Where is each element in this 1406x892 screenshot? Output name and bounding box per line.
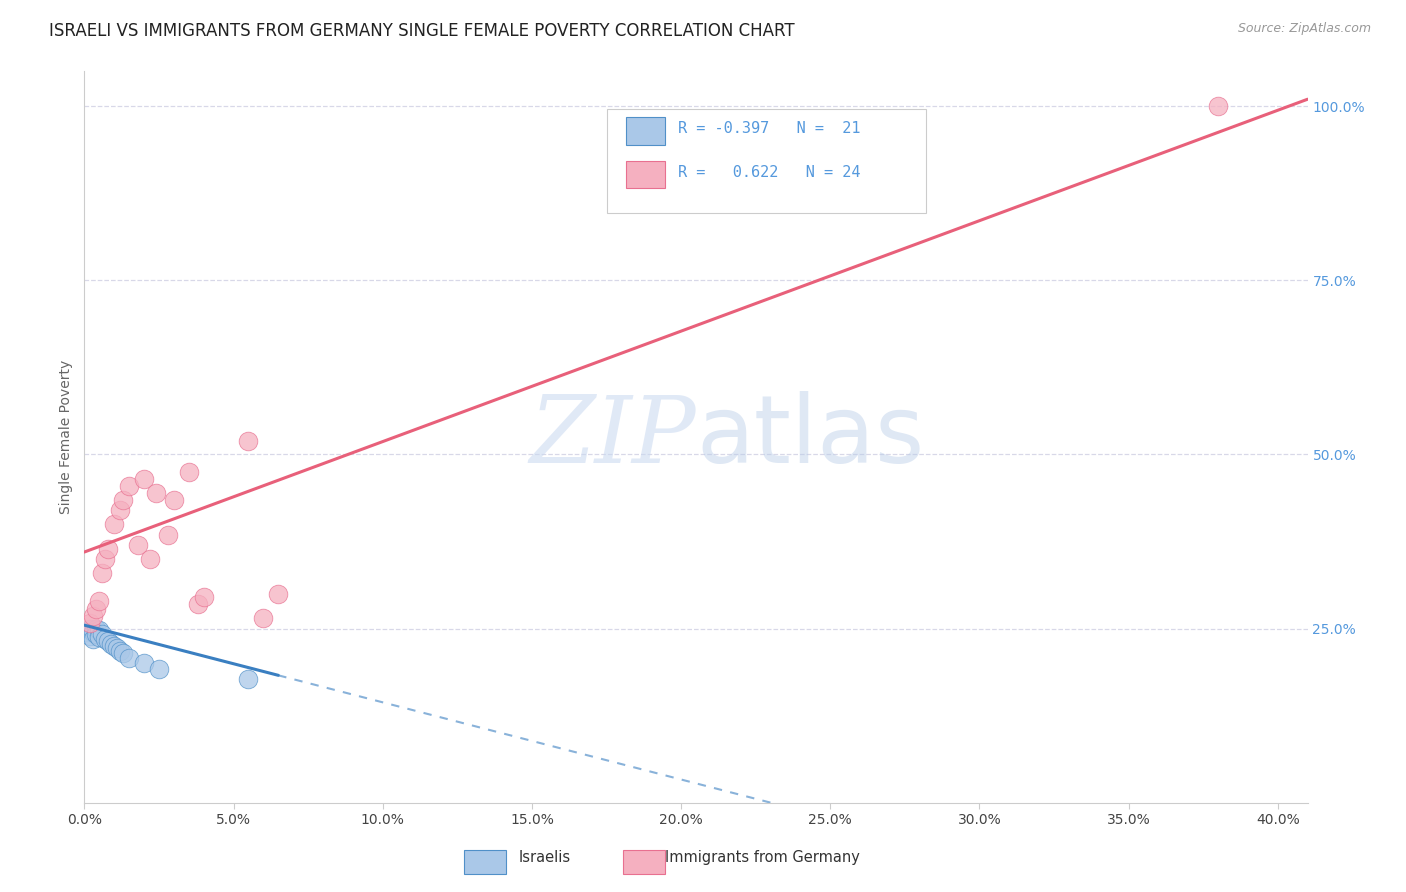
- Point: [94, 632, 117, 646]
- Point: [84, 602, 107, 616]
- Point: [132, 472, 155, 486]
- Point: [97, 541, 120, 556]
- Point: [112, 492, 135, 507]
- Point: [79, 616, 101, 631]
- Point: [79, 622, 101, 636]
- Point: [145, 485, 167, 500]
- Point: [238, 434, 260, 448]
- Y-axis label: Single Female Poverty: Single Female Poverty: [59, 360, 73, 514]
- Point: [100, 637, 122, 651]
- Text: Immigrants from Germany: Immigrants from Germany: [665, 850, 860, 865]
- Text: Israelis: Israelis: [519, 850, 571, 865]
- Point: [91, 627, 114, 641]
- Point: [105, 641, 128, 656]
- Point: [108, 644, 131, 658]
- Text: ISRAELI VS IMMIGRANTS FROM GERMANY SINGLE FEMALE POVERTY CORRELATION CHART: ISRAELI VS IMMIGRANTS FROM GERMANY SINGL…: [49, 22, 794, 40]
- Point: [94, 552, 117, 566]
- FancyBboxPatch shape: [626, 117, 665, 145]
- Point: [76, 625, 98, 640]
- Point: [252, 611, 274, 625]
- Point: [89, 623, 111, 637]
- Text: R = -0.397   N =  21: R = -0.397 N = 21: [678, 121, 860, 136]
- Point: [82, 625, 104, 640]
- Text: Source: ZipAtlas.com: Source: ZipAtlas.com: [1237, 22, 1371, 36]
- Text: atlas: atlas: [696, 391, 924, 483]
- Point: [187, 597, 209, 611]
- Point: [1206, 99, 1229, 113]
- Point: [177, 465, 200, 479]
- Point: [91, 566, 114, 580]
- FancyBboxPatch shape: [623, 850, 665, 874]
- Point: [139, 552, 162, 566]
- Point: [267, 587, 290, 601]
- Point: [148, 662, 170, 676]
- FancyBboxPatch shape: [606, 110, 927, 212]
- Point: [103, 517, 125, 532]
- Point: [108, 503, 131, 517]
- Point: [82, 632, 104, 646]
- Point: [156, 527, 179, 541]
- Point: [163, 492, 186, 507]
- FancyBboxPatch shape: [626, 161, 665, 188]
- Text: ZIP: ZIP: [529, 392, 696, 482]
- Point: [84, 622, 107, 636]
- Point: [118, 479, 141, 493]
- Point: [84, 626, 107, 640]
- Point: [89, 630, 111, 644]
- Point: [132, 657, 155, 671]
- Point: [79, 629, 101, 643]
- Point: [97, 634, 120, 648]
- Point: [193, 591, 215, 605]
- Point: [127, 538, 149, 552]
- Point: [82, 609, 104, 624]
- Point: [112, 646, 135, 660]
- Point: [118, 651, 141, 665]
- Point: [89, 594, 111, 608]
- FancyBboxPatch shape: [464, 850, 506, 874]
- Text: R =   0.622   N = 24: R = 0.622 N = 24: [678, 165, 860, 180]
- Point: [238, 672, 260, 686]
- Point: [103, 639, 125, 653]
